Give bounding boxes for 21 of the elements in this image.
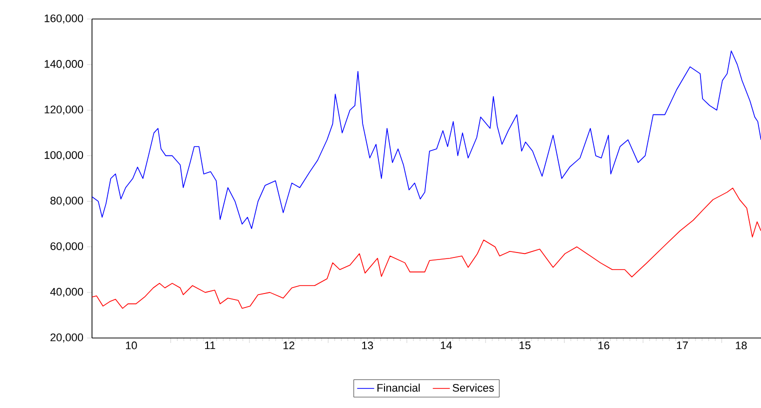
y-tick-label: 100,000	[44, 151, 84, 160]
x-tick-label: 12	[284, 342, 294, 350]
y-tick-label: 60,000	[50, 242, 84, 252]
legend-label: Services	[452, 384, 494, 392]
y-tick-label: 40,000	[50, 288, 84, 297]
x-tick-label: 17	[677, 342, 688, 350]
x-tick-label: 16	[598, 342, 610, 350]
y-tick-label: 160,000	[44, 14, 84, 24]
x-tick-label: 18	[736, 342, 747, 350]
x-tick-label: 10	[126, 342, 137, 350]
x-tick-label: 15	[520, 342, 530, 350]
y-tick-label: 20,000	[50, 333, 84, 343]
x-tick-label: 14	[440, 342, 452, 350]
y-tick-label: 120,000	[44, 106, 84, 115]
y-tick-label: 140,000	[44, 60, 84, 70]
legend-label: Financial	[377, 384, 420, 392]
y-tick-label: 80,000	[50, 196, 84, 206]
line-series	[92, 188, 761, 309]
x-tick-label: 11	[205, 342, 216, 350]
line-series	[92, 50, 761, 230]
x-tick-label: 13	[362, 342, 374, 350]
